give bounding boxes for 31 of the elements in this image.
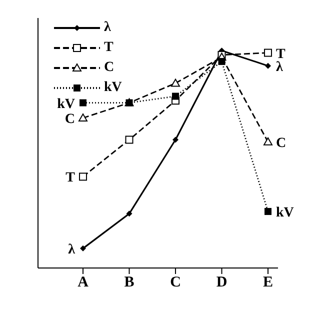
legend-label: C: [104, 60, 114, 76]
point: [172, 92, 179, 100]
point: [218, 58, 226, 65]
point: [126, 210, 132, 217]
point: [264, 137, 272, 146]
x-tick-label: A: [78, 274, 89, 291]
x-tick-label: D: [216, 274, 228, 291]
text: C: [64, 112, 75, 127]
x-tick-label: B: [124, 274, 134, 291]
text: kV: [276, 205, 294, 220]
text: C: [276, 136, 286, 151]
point: [265, 62, 271, 69]
text: λ: [68, 242, 75, 258]
text: T: [66, 170, 75, 186]
text: T: [276, 46, 286, 62]
point: [79, 172, 87, 181]
text: kV: [57, 96, 75, 112]
point: [264, 208, 272, 215]
text: λ: [276, 60, 283, 75]
point: [171, 78, 180, 87]
point: [172, 136, 178, 143]
point: [264, 48, 272, 57]
legend-label: λ: [104, 20, 111, 36]
point: [125, 136, 134, 144]
x-tick-label: C: [170, 274, 181, 291]
x-tick-label: E: [262, 274, 274, 291]
legend-label: kV: [104, 80, 122, 96]
point: [80, 245, 86, 252]
point: [80, 99, 86, 106]
legend-label: T: [104, 40, 114, 56]
point: [78, 114, 88, 122]
